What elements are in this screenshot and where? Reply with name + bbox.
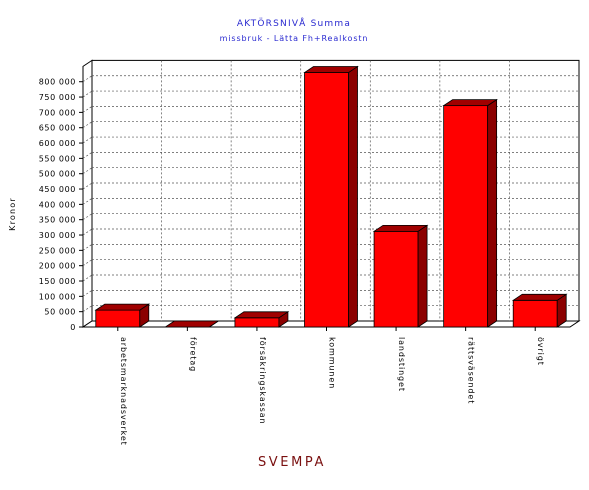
x-tick-label: landstinget (397, 337, 406, 392)
x-tick-label: rättsväsendet (467, 337, 476, 404)
x-axis-label: SVEMPA (258, 455, 326, 470)
grid-line-h-side (82, 259, 93, 266)
grid-line-h-side (82, 75, 93, 83)
y-tick-label: 550 000 (39, 154, 76, 163)
bar-top (94, 303, 151, 311)
grid-line-h-side (82, 152, 93, 159)
x-tick-label: övrigt (536, 337, 545, 366)
y-tick-label: 750 000 (39, 93, 76, 102)
grid-line-h-side (82, 90, 93, 98)
bar-top (233, 311, 290, 319)
y-tick-label: 650 000 (39, 124, 76, 133)
y-tick-label: 0 (70, 323, 76, 332)
chart-subtitle: missbruk - Lätta Fh+Realkostn (220, 34, 369, 43)
y-tick-label: 600 000 (39, 139, 76, 148)
bar-top (511, 293, 568, 301)
grid-line-h-side (82, 182, 93, 190)
bar (512, 299, 558, 328)
y-tick-label: 200 000 (39, 262, 76, 271)
left-wall (82, 59, 93, 328)
y-tick-label: 150 000 (39, 277, 76, 286)
grid-line-h-side (82, 228, 93, 236)
bar-top (372, 224, 429, 232)
plot-area: 0 50 000 100 000 150 000 200 000 250 000 300 0… (39, 59, 581, 446)
y-axis-label: Kronor (8, 197, 17, 231)
grid-line-h-side (82, 305, 93, 312)
grid-line-h-side (82, 198, 93, 205)
y-tick-label: 450 000 (39, 185, 76, 194)
y-tick-label: 500 000 (39, 170, 76, 179)
chart-title: AKTÖRSNIVÅ Summa (237, 17, 351, 29)
bar-top (303, 66, 359, 73)
y-tick-label: 50 000 (44, 308, 76, 317)
bar (234, 317, 280, 328)
x-tick-label: kommunen (328, 337, 337, 389)
bar-side (487, 98, 498, 328)
bar (443, 105, 489, 328)
grid-line-h-side (82, 290, 93, 297)
grid-line-h-side (82, 244, 93, 251)
y-tick-label: 350 000 (39, 216, 76, 225)
bar-top (442, 99, 498, 107)
bar-side (348, 65, 358, 328)
y-tick-label: 400 000 (39, 200, 76, 209)
x-tick-label: företag (188, 337, 197, 372)
grid-line-h-side (82, 167, 93, 174)
bar-top (164, 320, 220, 328)
bar (373, 230, 419, 328)
y-tick-label: 800 000 (39, 78, 76, 87)
y-tick-label: 100 000 (39, 292, 76, 301)
bar (95, 309, 141, 328)
bar (304, 72, 349, 328)
grid-line-h-side (82, 213, 93, 220)
x-tick-label: försäkringskassan (258, 337, 267, 425)
bar-side (417, 224, 428, 328)
grid-line-h-side (82, 106, 93, 113)
y-tick-label: 300 000 (39, 231, 76, 240)
y-tick-label: 250 000 (39, 246, 76, 255)
grid-line-h-side (82, 121, 93, 129)
grid-line-h-side (82, 274, 93, 282)
y-tick-label: 700 000 (39, 108, 76, 117)
x-tick-label: arbetsmarknadsverket (119, 337, 128, 446)
grid-line-h-side (82, 136, 93, 144)
